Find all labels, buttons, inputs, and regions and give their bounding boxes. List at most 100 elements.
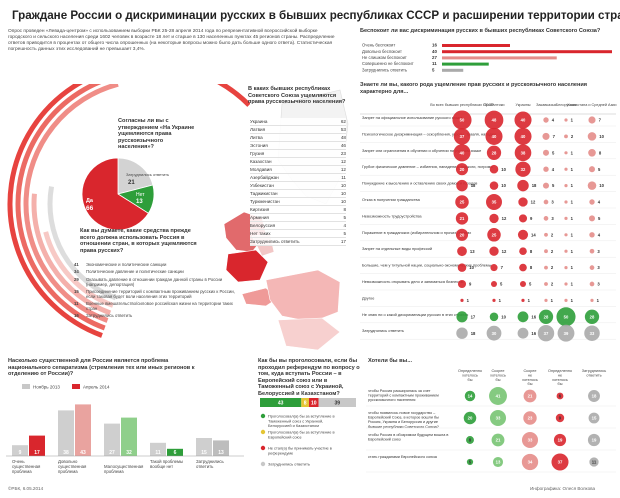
matrix-bubble: [542, 149, 550, 156]
matrix-column-label: Украины: [515, 103, 530, 107]
matrix-column-label: Закавказья: [536, 103, 556, 107]
pie-value-yes: 66: [86, 205, 94, 212]
separatism-value: 13: [218, 450, 224, 456]
matrix-column-label: Прибалтики: [483, 103, 504, 107]
matrix-bubble-value: 18: [471, 183, 476, 188]
country-row: Киргизия 8: [250, 206, 346, 214]
matrix-bubble: [489, 213, 499, 224]
matrix-bubble: [519, 263, 527, 272]
want-column-label: Скорее: [492, 369, 505, 373]
country-value: 48: [340, 135, 346, 140]
want-bubble-value: 37: [558, 460, 563, 465]
matrix-row-label: Поражение в гражданских (избирательном и…: [362, 230, 471, 235]
matrix-bubble: [564, 216, 568, 220]
matrix-row-label: Другое: [362, 295, 374, 300]
want-bubble-value: 19: [558, 438, 563, 443]
country-name: Белоруссия: [250, 223, 276, 228]
referendum-legend-dot: [260, 445, 266, 451]
referendum-segment-value: 8: [304, 401, 307, 407]
pie-slice-yes: [81, 157, 149, 231]
want-column-label: хотелось: [490, 373, 506, 377]
matrix-bubble: [514, 127, 532, 145]
want-bubble-value: 13: [496, 460, 501, 465]
want-bubble: [589, 457, 599, 467]
matrix-bubble-value: 32: [521, 167, 526, 172]
matrix-row-label: Запрет на официальное использование русс…: [362, 115, 463, 120]
means-value: 29: [74, 276, 79, 282]
want-column-label: Определенно: [548, 369, 572, 373]
country-name: Азербайджан: [250, 175, 279, 180]
matrix-bubble: [460, 298, 464, 302]
means-row: 41 Экономические и политические санкции: [74, 262, 244, 267]
separatism-value: 17: [34, 450, 40, 456]
matrix-bubble: [589, 199, 595, 205]
country-row: Молдавия 12: [250, 166, 346, 174]
matrix-bubble-value: 2: [551, 265, 554, 270]
matrix-bubble-value: 1: [571, 183, 574, 188]
want-bubble: [463, 411, 477, 425]
country-row: Туркменистан 10: [250, 198, 346, 206]
matrix-bubble: [456, 311, 468, 323]
means-value: 11: [74, 301, 79, 307]
matrix-bubble: [543, 166, 549, 172]
worry-label: Очень беспокоит: [362, 43, 395, 48]
matrix-bubble-value: 12: [531, 200, 536, 205]
matrix-bubble: [564, 298, 568, 302]
referendum-legend-label: Не стал(а) бы принимать участие в: [268, 446, 332, 451]
separatism-value: 32: [126, 450, 132, 456]
worry-label: Довольно беспокоит: [362, 49, 402, 54]
matrix-bubble-value: 38: [521, 150, 526, 155]
matrix-column-label: Белоруссии: [556, 103, 577, 107]
want-bubble-value: 11: [592, 460, 597, 465]
country-value: 8: [343, 207, 346, 212]
referendum-legend-dot: [260, 413, 266, 419]
means-label: Экономические и политические санкции: [86, 262, 167, 267]
country-value: 10: [340, 183, 346, 188]
country-row: Эстония 46: [250, 142, 346, 150]
matrix-bubble: [455, 212, 469, 225]
matrix-bubble: [587, 132, 597, 141]
separatism-category-label: Очень: [12, 459, 25, 464]
separatism-value: 27: [109, 450, 115, 456]
matrix-bubble-value: 3: [597, 249, 600, 254]
matrix-row-label: Не знаю ни о какой дискриминации русских…: [362, 312, 468, 317]
matrix-bubble-value: 39: [564, 331, 569, 336]
matrix-bubble: [489, 246, 499, 256]
want-row-label: стать гражданами Европейского союза: [368, 455, 438, 459]
matrix-bubble-value: 4: [598, 200, 601, 205]
separatism-bar: [196, 438, 212, 456]
matrix-bubble: [486, 194, 502, 210]
intro-text: Опрос проведен «Левада-центром» с исполь…: [8, 29, 335, 52]
matrix-bubble: [489, 164, 499, 174]
legend-swatch-2014: [72, 384, 80, 389]
referendum-legend-label: Таможенный союз с Украиной,: [268, 418, 323, 423]
country-name: Грузия: [250, 151, 265, 156]
means-list: 41 Экономические и политические санкции 34…: [74, 262, 244, 321]
want-row-label: чтобы Россия расширилась за счет: [368, 389, 431, 393]
separatism-category-label: ответить: [196, 464, 214, 469]
matrix-bubble-value: 16: [531, 314, 536, 319]
matrix-bubble: [544, 232, 548, 237]
separatism-value: 15: [201, 450, 207, 456]
country-name: Молдавия: [250, 167, 272, 172]
means-arc: [23, 84, 119, 323]
separatism-bar: [121, 417, 137, 456]
referendum-question-title: Как бы вы проголосовали, если бы проходи…: [258, 358, 360, 397]
want-bubble: [491, 433, 505, 447]
means-row: 34 Политические давление и политические с…: [74, 269, 244, 274]
means-arc: [7, 84, 250, 338]
matrix-bubble-value: 10: [469, 265, 474, 270]
want-bubble-value: 21: [496, 438, 501, 443]
country-name: Армения: [250, 215, 269, 220]
want-bubble-value: 41: [496, 394, 501, 399]
want-question-title: Хотели бы вы...: [368, 358, 412, 364]
separatism-category-label: существенная: [12, 464, 41, 469]
country-value: 12: [340, 167, 346, 172]
separatism-bar: [58, 410, 74, 456]
country-row: Таджикистан 10: [250, 190, 346, 198]
matrix-bubble-value: 18: [532, 183, 537, 188]
matrix-bubble: [543, 216, 549, 221]
matrix-bubble: [557, 324, 575, 342]
referendum-legend-label: референдуме: [268, 450, 293, 455]
matrix-bubble-value: 10: [599, 134, 604, 139]
